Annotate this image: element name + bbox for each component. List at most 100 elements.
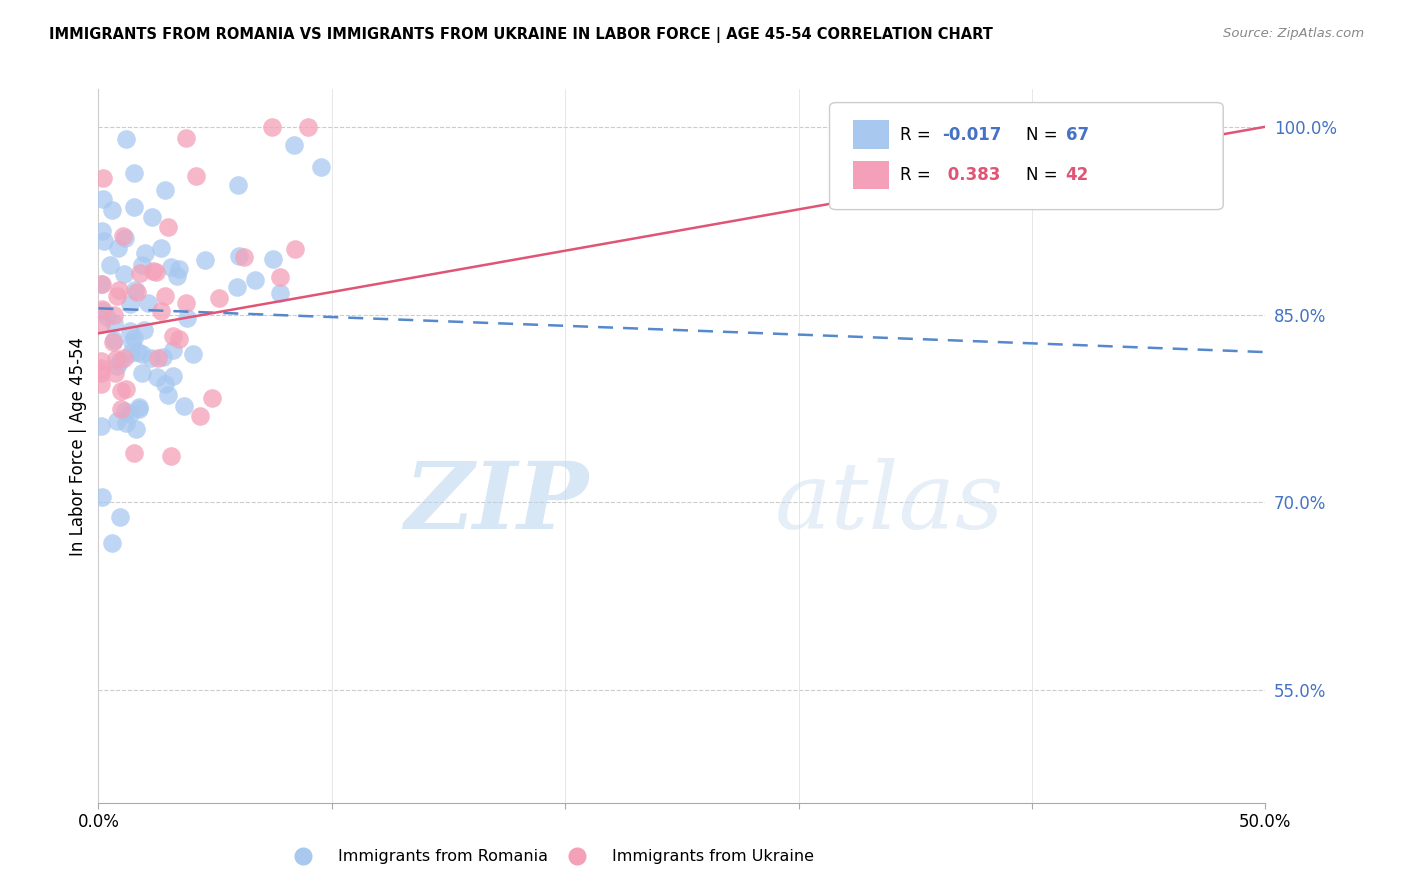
Point: [134, 245, 156, 260]
Point: [156, 220, 179, 235]
Point: [112, 351, 135, 365]
Point: [174, 296, 197, 310]
Point: [155, 183, 177, 197]
Point: [120, 297, 142, 311]
Point: [149, 241, 172, 255]
Point: [166, 268, 188, 283]
Point: [108, 283, 131, 297]
Point: [309, 160, 332, 174]
Point: [90, 377, 112, 392]
Point: [160, 449, 183, 463]
Point: [159, 260, 181, 274]
Point: [169, 262, 191, 277]
Point: [139, 351, 162, 365]
Point: [269, 285, 291, 300]
Point: [131, 347, 153, 361]
Point: [122, 200, 145, 214]
Point: [91, 302, 114, 317]
Point: [114, 230, 136, 244]
Point: [105, 359, 128, 373]
Point: [90, 361, 112, 376]
Text: -0.017: -0.017: [942, 126, 1001, 144]
Y-axis label: In Labor Force | Age 45-54: In Labor Force | Age 45-54: [69, 336, 87, 556]
Point: [93, 234, 115, 248]
Point: [108, 354, 131, 368]
Point: [183, 347, 205, 361]
Point: [153, 376, 176, 391]
Point: [136, 295, 159, 310]
Point: [120, 346, 142, 360]
Point: [131, 366, 153, 380]
Text: R =: R =: [900, 126, 936, 144]
Point: [128, 400, 150, 414]
Point: [152, 350, 174, 364]
Point: [225, 279, 247, 293]
Point: [167, 332, 190, 346]
Point: [91, 277, 114, 291]
Point: [201, 392, 224, 406]
Point: [283, 138, 305, 153]
Point: [262, 120, 284, 134]
Point: [118, 407, 141, 421]
Point: [90, 354, 112, 368]
Point: [114, 403, 136, 417]
Point: [269, 269, 291, 284]
Text: 0.383: 0.383: [942, 166, 1001, 184]
Point: [145, 265, 167, 279]
Point: [114, 382, 136, 396]
Point: [115, 417, 138, 431]
Point: [132, 323, 155, 337]
Point: [121, 335, 143, 350]
Text: R =: R =: [900, 166, 936, 184]
Point: [124, 283, 146, 297]
Point: [208, 292, 231, 306]
Point: [107, 241, 129, 255]
Point: [105, 414, 128, 428]
Point: [96, 310, 118, 325]
Text: Immigrants from Romania: Immigrants from Romania: [337, 849, 548, 863]
Point: [146, 369, 169, 384]
Point: [114, 132, 136, 146]
Point: [118, 324, 141, 338]
Point: [125, 285, 148, 299]
Point: [127, 345, 149, 359]
Point: [149, 304, 172, 318]
Point: [91, 193, 114, 207]
Point: [122, 166, 145, 180]
Point: [233, 250, 256, 264]
Point: [104, 366, 127, 380]
Point: [103, 316, 125, 330]
Point: [91, 490, 114, 504]
Point: [142, 264, 165, 278]
Text: N =: N =: [1026, 166, 1063, 184]
Point: [148, 351, 170, 365]
Point: [91, 170, 114, 185]
Point: [112, 267, 135, 281]
Point: [128, 402, 150, 417]
Point: [103, 308, 125, 322]
Point: [110, 510, 132, 524]
Point: [91, 303, 114, 318]
Point: [129, 266, 152, 280]
Point: [101, 202, 124, 217]
Point: [131, 258, 153, 272]
Point: [156, 387, 179, 401]
Point: [105, 288, 128, 302]
Point: [153, 288, 176, 302]
Point: [112, 229, 135, 244]
Point: [104, 351, 127, 366]
Point: [110, 402, 132, 417]
Point: [194, 253, 217, 268]
Text: Source: ZipAtlas.com: Source: ZipAtlas.com: [1223, 27, 1364, 40]
Text: 42: 42: [1066, 166, 1090, 184]
Text: ZIP: ZIP: [405, 458, 589, 548]
Point: [90, 224, 112, 238]
Point: [173, 399, 195, 413]
Point: [124, 331, 146, 345]
Point: [162, 343, 184, 357]
Point: [103, 333, 125, 347]
Point: [243, 273, 266, 287]
Text: Immigrants from Ukraine: Immigrants from Ukraine: [612, 849, 814, 863]
Point: [90, 419, 112, 434]
Point: [110, 384, 132, 399]
